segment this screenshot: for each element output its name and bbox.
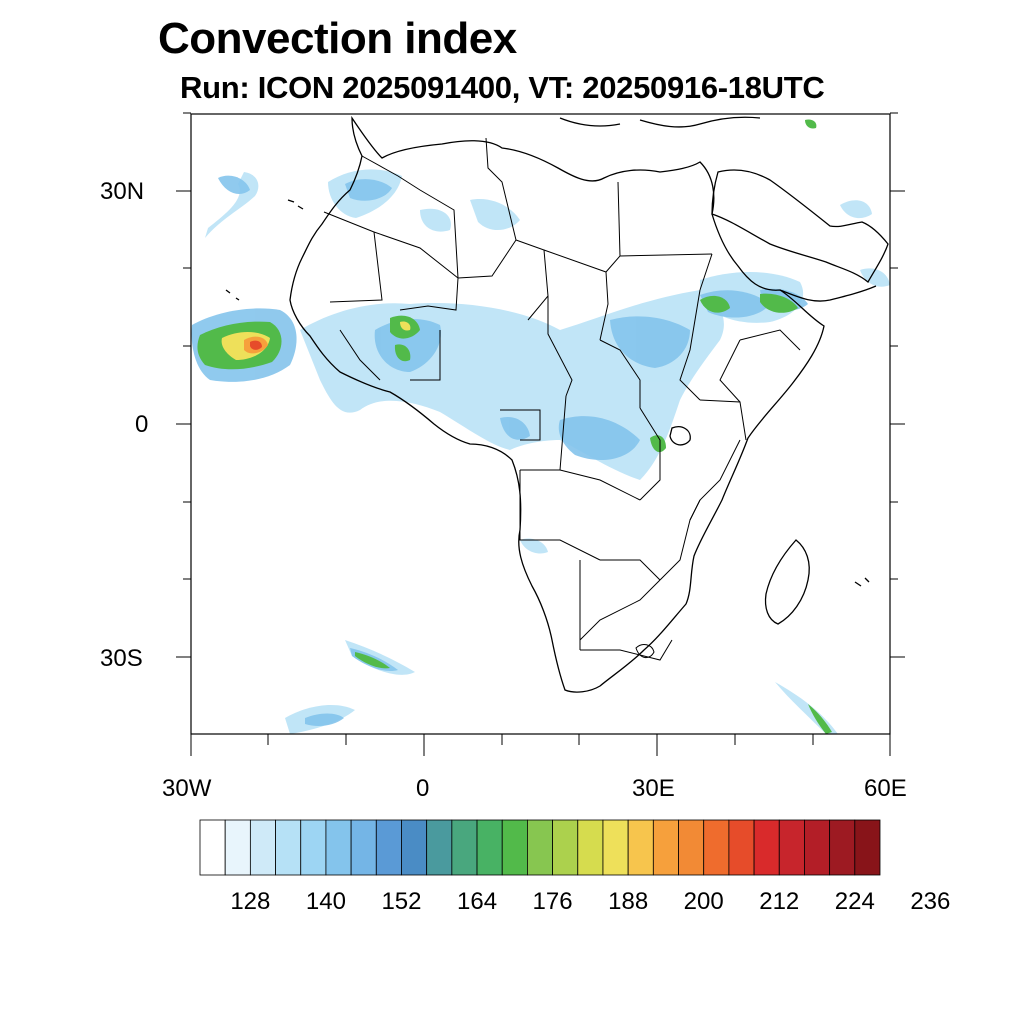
colorbar-swatch xyxy=(602,819,629,876)
colorbar-swatch xyxy=(476,819,503,876)
colorbar-swatch xyxy=(804,819,831,876)
colorbar-swatch xyxy=(401,819,428,876)
colorbar-swatch xyxy=(627,819,654,876)
lon-label-30e: 30E xyxy=(632,775,675,802)
colorbar-swatch xyxy=(753,819,780,876)
colorbar-swatch xyxy=(325,819,352,876)
lat-label-30s: 30S xyxy=(100,645,143,672)
colorbar-swatch xyxy=(552,819,579,876)
colorbar-swatch xyxy=(778,819,805,876)
colorbar-tick-label: 128 xyxy=(230,888,271,915)
chart-title: Convection index xyxy=(158,14,517,63)
colorbar-swatch xyxy=(375,819,402,876)
colorbar-tick-label: 236 xyxy=(910,888,951,915)
colorbar-tick-label: 188 xyxy=(608,888,649,915)
colorbar-swatch xyxy=(426,819,453,876)
colorbar-swatch xyxy=(829,819,856,876)
lat-ticks xyxy=(176,112,905,658)
colorbar-swatch xyxy=(703,819,730,876)
lat-label-30n: 30N xyxy=(100,178,145,205)
colorbar-swatch xyxy=(224,819,251,876)
convection-field xyxy=(191,119,890,734)
colorbar-tick-label: 164 xyxy=(457,888,498,915)
colorbar-tick-label: 140 xyxy=(305,888,346,915)
colorbar-tick-label: 200 xyxy=(683,888,724,915)
coastlines xyxy=(225,115,889,693)
lon-ticks xyxy=(190,734,891,756)
colorbar xyxy=(199,819,881,876)
lon-label-30w: 30W xyxy=(162,775,212,802)
country-borders xyxy=(323,137,801,661)
colorbar-swatch xyxy=(451,819,478,876)
colorbar-tick-label: 212 xyxy=(759,888,800,915)
chart-subtitle: Run: ICON 2025091400, VT: 20250916-18UTC xyxy=(180,70,825,105)
colorbar-swatch xyxy=(350,819,377,876)
colorbar-swatch xyxy=(678,819,705,876)
colorbar-swatch xyxy=(854,819,881,876)
colorbar-swatch xyxy=(501,819,528,876)
colorbar-tick-label: 176 xyxy=(532,888,573,915)
colorbar-swatch xyxy=(275,819,302,876)
colorbar-swatch xyxy=(199,819,226,876)
colorbar-tick-label: 152 xyxy=(381,888,422,915)
colorbar-swatch xyxy=(300,819,327,876)
colorbar-swatch xyxy=(527,819,553,876)
colorbar-swatch xyxy=(728,819,755,876)
colorbar-tick-label: 224 xyxy=(834,888,875,915)
colorbar-swatch xyxy=(577,819,604,876)
colorbar-swatch xyxy=(652,819,679,876)
lat-label-0: 0 xyxy=(135,411,149,438)
lon-label-60e: 60E xyxy=(864,775,907,802)
lon-label-0: 0 xyxy=(416,775,430,802)
colorbar-swatch xyxy=(249,819,276,876)
